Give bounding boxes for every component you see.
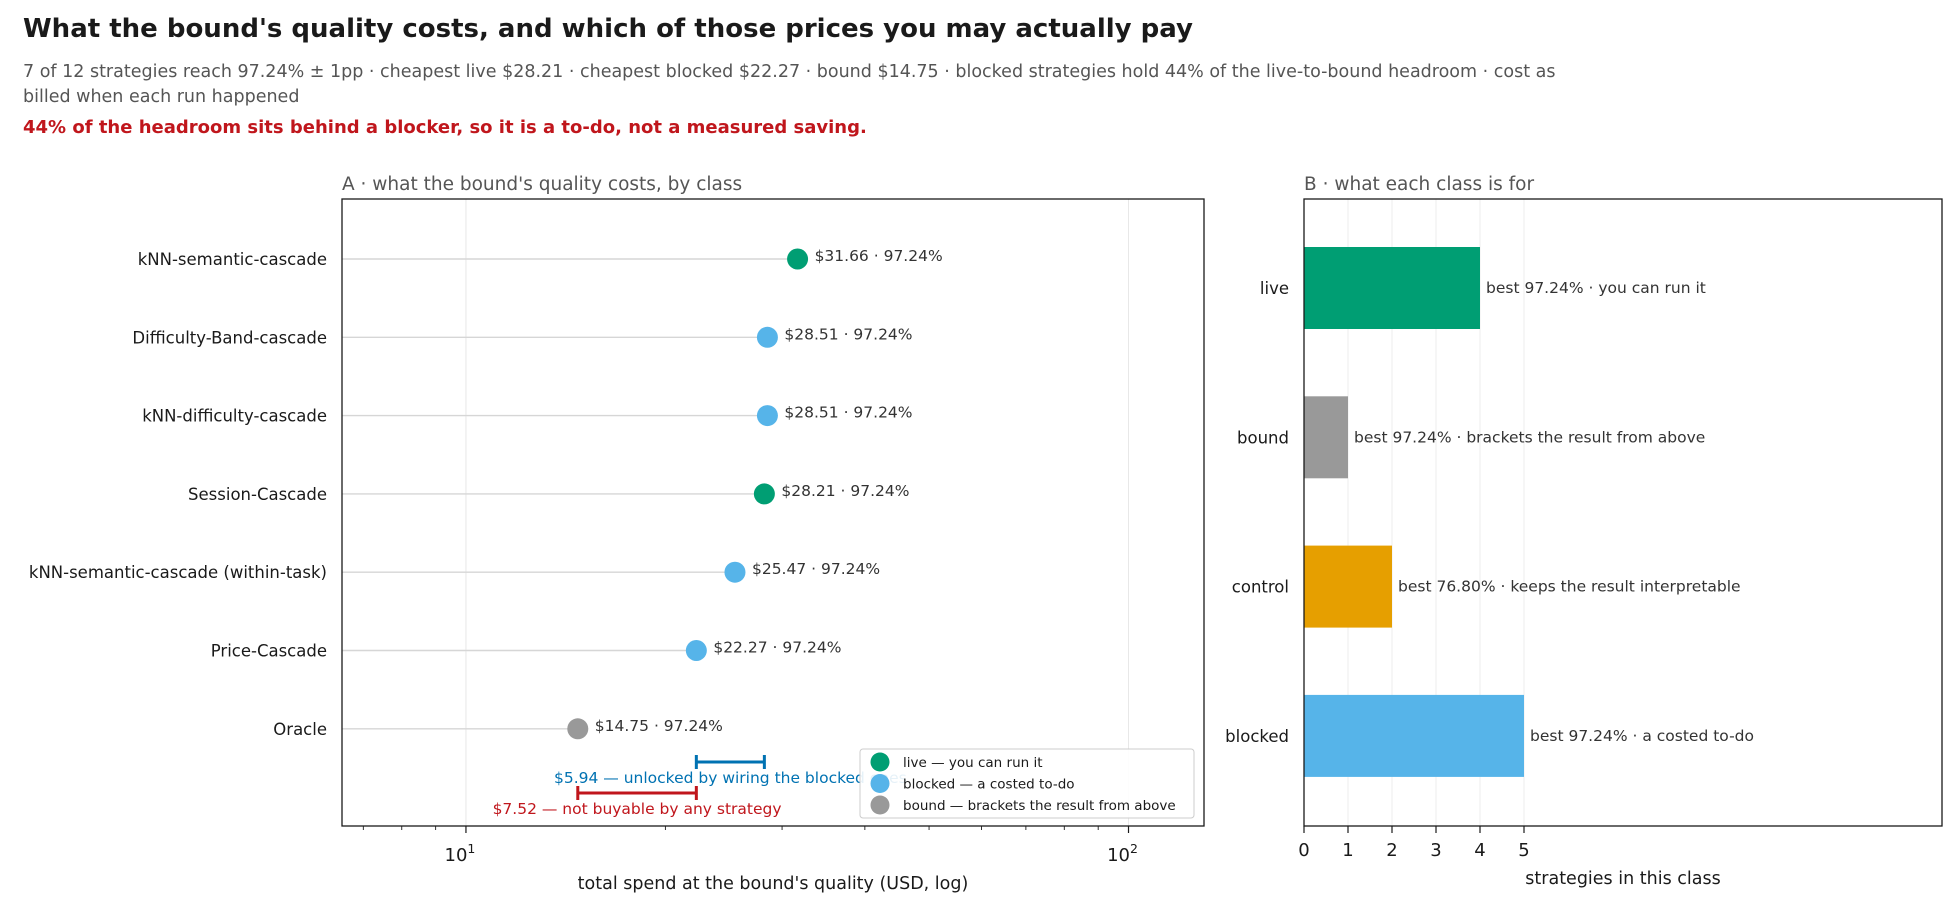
point-session-cascade — [753, 483, 775, 505]
panel-a-annotations: $5.94 — unlocked by wiring the blocked o… — [493, 755, 907, 818]
headroom-callout: 44% of the headroom sits behind a blocke… — [23, 117, 867, 138]
page-subtitle: 7 of 12 strategies reach 97.24% ± 1pp · … — [23, 62, 1556, 107]
category-label: Session-Cascade — [188, 485, 327, 504]
panel-b-bars — [1304, 247, 1524, 777]
value-label: $28.51 · 97.24% — [784, 404, 912, 422]
category-label: live — [1260, 279, 1289, 298]
value-label: $25.47 · 97.24% — [752, 560, 880, 578]
bar-blocked — [1304, 694, 1524, 777]
x-tick-label: 3 — [1430, 840, 1441, 861]
panel-a-category-labels: kNN-semantic-cascade Difficulty-Band-casc… — [29, 250, 327, 739]
x-tick-label: 0 — [1298, 840, 1309, 861]
category-label: kNN-semantic-cascade (within-task) — [29, 563, 327, 582]
legend-marker-bound — [870, 795, 890, 815]
point-knn-semantic-cascade — [787, 248, 809, 270]
category-label: bound — [1237, 428, 1289, 447]
x-tick-label: 1 — [1342, 840, 1353, 861]
value-label: $14.75 · 97.24% — [595, 717, 723, 735]
panel-a: A · what the bound's quality costs, by c… — [29, 174, 1205, 894]
value-label: best 97.24% · a costed to-do — [1530, 727, 1754, 745]
value-label: $22.27 · 97.24% — [713, 639, 841, 657]
legend-marker-blocked — [870, 774, 890, 793]
category-label: blocked — [1225, 727, 1289, 746]
annotation-label: $7.52 — not buyable by any strategy — [493, 800, 782, 818]
legend-box — [859, 748, 1195, 819]
panel-a-stems — [342, 258, 798, 730]
value-label: best 97.24% · you can run it — [1486, 279, 1706, 297]
panel-b: B · what each class is for live bound cont… — [1225, 174, 1943, 889]
panel-a-legend: live — you can run it blocked — a costed … — [859, 748, 1195, 819]
panel-b-x-axis-title: strategies in this class — [1525, 869, 1720, 889]
bar-bound — [1304, 396, 1348, 479]
legend-label-live: live — you can run it — [903, 755, 1043, 771]
point-oracle — [567, 718, 589, 740]
category-label: kNN-difficulty-cascade — [142, 407, 327, 426]
bar-live — [1304, 247, 1480, 329]
panel-a-value-labels: $31.66 · 97.24% $28.51 · 97.24% $28.51 · 9… — [595, 247, 943, 735]
category-label: Oracle — [273, 720, 327, 739]
panel-b-title: B · what each class is for — [1304, 174, 1534, 195]
category-label: Price-Cascade — [211, 642, 327, 661]
page-title: What the bound's quality costs, and whic… — [23, 14, 1193, 44]
value-label: $28.51 · 97.24% — [784, 325, 912, 343]
annotation-label: $5.94 — unlocked by wiring the blocked o… — [554, 769, 907, 787]
point-knn-semantic-cascade-within-task — [724, 561, 746, 583]
x-tick-label: 101 — [445, 841, 476, 866]
point-difficulty-band-cascade — [756, 326, 778, 348]
legend-marker-live — [870, 752, 890, 772]
panel-b-value-labels: best 97.24% · you can run it best 97.24% … — [1354, 279, 1754, 745]
panel-a-x-ticks: 101 102 — [362, 826, 1138, 866]
point-knn-difficulty-cascade — [756, 405, 778, 427]
x-tick-label: 5 — [1518, 840, 1529, 861]
legend-label-blocked: blocked — a costed to-do — [903, 777, 1075, 793]
bar-control — [1304, 545, 1392, 628]
panel-a-frame — [341, 198, 1205, 827]
panel-a-gridlines — [465, 199, 1130, 826]
panel-b-category-labels: live bound control blocked — [1225, 279, 1289, 746]
panel-a-points — [567, 248, 809, 740]
panel-b-x-ticks: 0 1 2 3 4 5 — [1298, 826, 1530, 861]
panel-a-x-axis-title: total spend at the bound's quality (USD,… — [578, 874, 969, 894]
value-label: $31.66 · 97.24% — [815, 247, 943, 265]
point-price-cascade — [685, 640, 707, 661]
value-label: best 76.80% · keeps the result interpret… — [1398, 578, 1741, 596]
value-label: $28.21 · 97.24% — [781, 482, 909, 500]
x-tick-label: 2 — [1386, 840, 1397, 861]
category-label: control — [1232, 578, 1289, 597]
legend-label-bound: bound — brackets the result from above — [903, 798, 1176, 814]
panel-b-frame — [1303, 198, 1943, 827]
value-label: best 97.24% · brackets the result from a… — [1354, 428, 1705, 446]
panel-a-title: A · what the bound's quality costs, by c… — [342, 174, 742, 195]
x-tick-label: 4 — [1474, 840, 1485, 861]
x-tick-label: 102 — [1107, 841, 1138, 866]
category-label: kNN-semantic-cascade — [138, 250, 327, 269]
category-label: Difficulty-Band-cascade — [132, 328, 327, 347]
